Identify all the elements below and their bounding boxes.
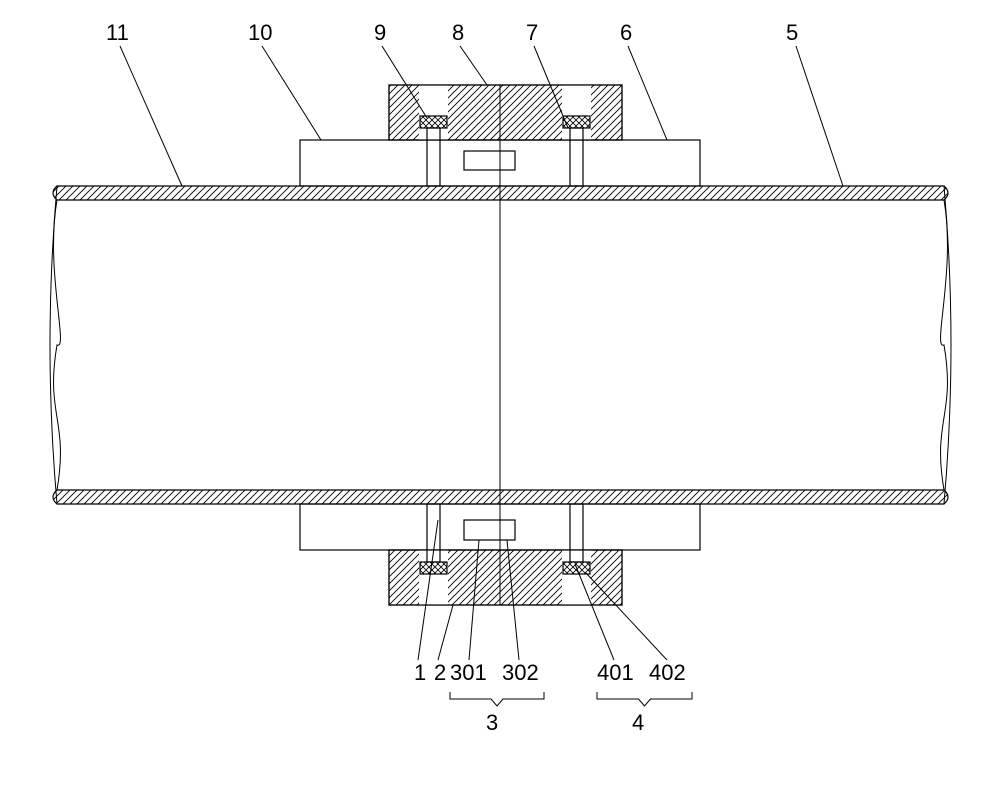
engineering-drawing: 11 10 9 8 7 6 5 12301 302 401 402 3 4 xyxy=(0,0,1000,791)
leader-6 xyxy=(628,46,667,140)
pin-clear-bot-right xyxy=(562,550,591,605)
leader-402 xyxy=(586,573,667,660)
label-7: 7 xyxy=(526,20,538,45)
leader-11 xyxy=(120,46,182,186)
center-block-bottom xyxy=(464,520,515,540)
label-8: 8 xyxy=(452,20,464,45)
label-3: 3 xyxy=(486,710,498,735)
break-right-outer xyxy=(944,186,951,504)
label-6: 6 xyxy=(620,20,632,45)
pin-clear-top-right xyxy=(562,85,591,140)
label-4: 4 xyxy=(632,710,644,735)
label-402: 402 xyxy=(649,660,686,685)
bracket-4 xyxy=(597,692,692,706)
center-block-top xyxy=(464,151,515,170)
pin-clear-bot-left xyxy=(419,550,448,605)
label-1: 1 xyxy=(414,660,426,685)
label-401: 401 xyxy=(597,660,634,685)
label-2: 2 xyxy=(434,660,446,685)
bracket-3 xyxy=(450,692,544,706)
leader-2 xyxy=(438,605,453,660)
label-301: 301 xyxy=(450,660,487,685)
label-10: 10 xyxy=(248,20,272,45)
leader-10 xyxy=(262,46,321,140)
break-right xyxy=(941,200,948,490)
label-5: 5 xyxy=(786,20,798,45)
break-left-outer xyxy=(50,186,57,504)
break-left xyxy=(54,200,61,490)
pin-cap-bot-left xyxy=(420,562,447,574)
leader-8 xyxy=(460,46,487,85)
label-9: 9 xyxy=(374,20,386,45)
label-11: 11 xyxy=(106,20,129,45)
label-302: 302 xyxy=(502,660,539,685)
leader-5 xyxy=(796,46,843,186)
pin-cap-top-left xyxy=(420,116,447,128)
